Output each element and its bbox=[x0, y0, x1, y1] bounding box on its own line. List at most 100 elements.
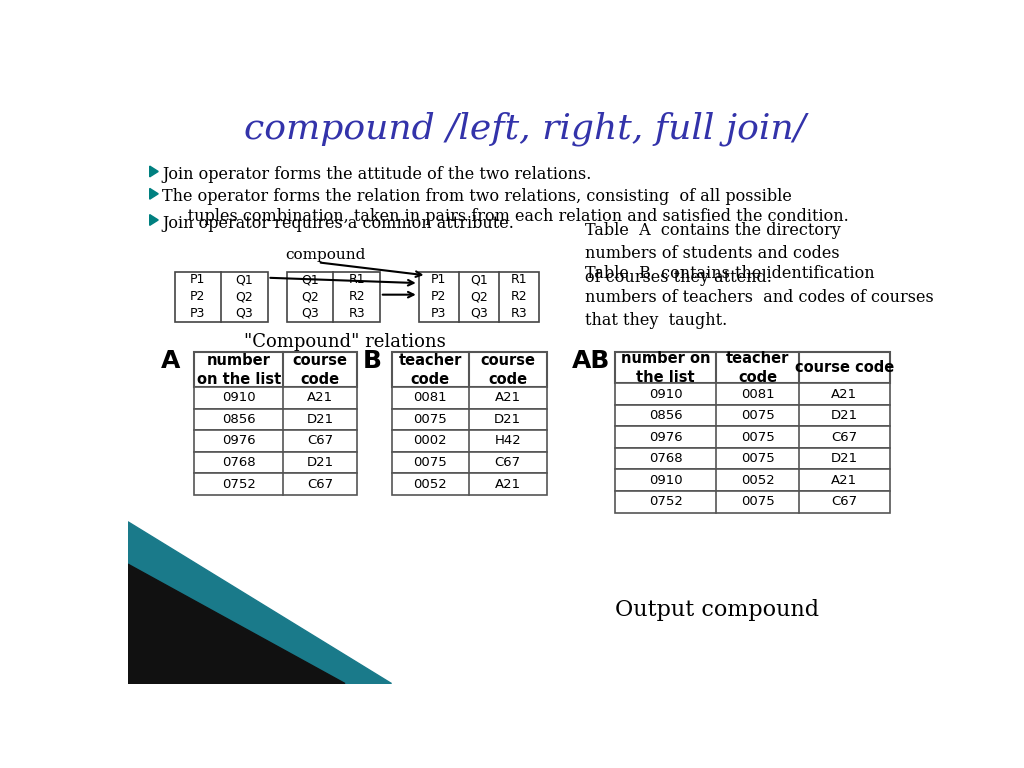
Text: R2: R2 bbox=[510, 290, 527, 303]
Polygon shape bbox=[128, 564, 345, 684]
Text: Q1: Q1 bbox=[236, 273, 253, 286]
Text: P1: P1 bbox=[190, 273, 206, 286]
Text: course
code: course code bbox=[293, 353, 347, 386]
Text: 0052: 0052 bbox=[414, 478, 447, 491]
Bar bbox=[419, 272, 539, 322]
Bar bbox=[614, 426, 890, 448]
Text: Q2: Q2 bbox=[470, 290, 487, 303]
Text: 0075: 0075 bbox=[741, 495, 774, 508]
Text: Q2: Q2 bbox=[301, 290, 319, 303]
Text: teacher
code: teacher code bbox=[398, 353, 462, 386]
Text: Table  A  contains the directory
numbers of students and codes
of courses they a: Table A contains the directory numbers o… bbox=[586, 221, 841, 286]
Text: R3: R3 bbox=[348, 306, 365, 319]
Bar bbox=[391, 452, 547, 473]
Text: P2: P2 bbox=[190, 290, 206, 303]
Text: P2: P2 bbox=[431, 290, 446, 303]
Text: "Compound" relations: "Compound" relations bbox=[245, 333, 446, 351]
Text: Join operator forms the attitude of the two relations.: Join operator forms the attitude of the … bbox=[162, 166, 592, 183]
Text: 0768: 0768 bbox=[222, 456, 255, 469]
Text: 0752: 0752 bbox=[221, 478, 256, 491]
Text: D21: D21 bbox=[306, 413, 334, 426]
Text: compound /left, right, full join/: compound /left, right, full join/ bbox=[244, 111, 806, 146]
Text: 0976: 0976 bbox=[222, 435, 255, 448]
Bar bbox=[194, 387, 356, 409]
Text: P1: P1 bbox=[431, 273, 446, 286]
Text: B: B bbox=[362, 349, 382, 372]
Text: D21: D21 bbox=[830, 452, 858, 465]
Text: 0976: 0976 bbox=[649, 431, 682, 444]
Bar bbox=[614, 353, 890, 383]
Bar bbox=[614, 448, 890, 469]
Text: teacher
code: teacher code bbox=[726, 351, 790, 385]
Text: Join operator requires a common attribute.: Join operator requires a common attribut… bbox=[162, 214, 514, 232]
Text: A: A bbox=[161, 349, 180, 372]
Polygon shape bbox=[150, 214, 159, 225]
Text: 0081: 0081 bbox=[741, 388, 774, 400]
Bar bbox=[194, 430, 356, 452]
Text: 0752: 0752 bbox=[648, 495, 683, 508]
Text: R1: R1 bbox=[348, 273, 365, 286]
Text: C67: C67 bbox=[307, 478, 333, 491]
Text: AB: AB bbox=[572, 349, 610, 372]
Text: Q3: Q3 bbox=[301, 306, 319, 319]
Text: Q3: Q3 bbox=[470, 306, 487, 319]
Text: course code: course code bbox=[795, 360, 894, 376]
Text: Q1: Q1 bbox=[470, 273, 487, 286]
Text: Q1: Q1 bbox=[301, 273, 319, 286]
Text: R1: R1 bbox=[510, 273, 527, 286]
Text: 0075: 0075 bbox=[414, 456, 447, 469]
Bar bbox=[614, 405, 890, 426]
Bar bbox=[194, 353, 356, 387]
Bar bbox=[391, 387, 547, 409]
Text: 0081: 0081 bbox=[414, 392, 447, 404]
Text: 0002: 0002 bbox=[414, 435, 447, 448]
Text: R3: R3 bbox=[510, 306, 527, 319]
Text: D21: D21 bbox=[495, 413, 521, 426]
Bar bbox=[614, 469, 890, 491]
Text: D21: D21 bbox=[306, 456, 334, 469]
Text: D21: D21 bbox=[830, 409, 858, 422]
Text: 0910: 0910 bbox=[649, 474, 682, 487]
Bar bbox=[391, 430, 547, 452]
Bar bbox=[174, 272, 267, 322]
Text: The operator forms the relation from two relations, consisting  of all possible
: The operator forms the relation from two… bbox=[162, 188, 849, 225]
Bar bbox=[287, 272, 380, 322]
Text: 0052: 0052 bbox=[741, 474, 774, 487]
Text: A21: A21 bbox=[831, 474, 857, 487]
Text: C67: C67 bbox=[831, 431, 857, 444]
Text: A21: A21 bbox=[831, 388, 857, 400]
Text: number on
the list: number on the list bbox=[621, 351, 711, 385]
Bar bbox=[614, 491, 890, 512]
Text: 0910: 0910 bbox=[649, 388, 682, 400]
Polygon shape bbox=[150, 166, 159, 177]
Text: 0075: 0075 bbox=[741, 452, 774, 465]
Text: number
on the list: number on the list bbox=[197, 353, 281, 386]
Text: course
code: course code bbox=[480, 353, 536, 386]
Text: C67: C67 bbox=[495, 456, 521, 469]
Text: H42: H42 bbox=[495, 435, 521, 448]
Polygon shape bbox=[150, 188, 159, 199]
Bar bbox=[391, 409, 547, 430]
Text: 0856: 0856 bbox=[222, 413, 255, 426]
Text: Output compound: Output compound bbox=[615, 599, 819, 621]
Text: A21: A21 bbox=[495, 392, 521, 404]
Bar bbox=[391, 473, 547, 495]
Text: C67: C67 bbox=[831, 495, 857, 508]
Text: 0075: 0075 bbox=[741, 431, 774, 444]
Text: Q3: Q3 bbox=[236, 306, 253, 319]
Polygon shape bbox=[128, 521, 391, 684]
Bar bbox=[391, 353, 547, 387]
Text: A21: A21 bbox=[495, 478, 521, 491]
Text: compound: compound bbox=[286, 247, 366, 262]
Text: C67: C67 bbox=[307, 435, 333, 448]
Text: 0075: 0075 bbox=[741, 409, 774, 422]
Text: 0768: 0768 bbox=[649, 452, 682, 465]
Bar bbox=[614, 383, 890, 405]
Text: 0856: 0856 bbox=[649, 409, 682, 422]
Text: Q2: Q2 bbox=[236, 290, 253, 303]
Text: P3: P3 bbox=[190, 306, 206, 319]
Text: A21: A21 bbox=[307, 392, 333, 404]
Text: 0075: 0075 bbox=[414, 413, 447, 426]
Bar bbox=[194, 452, 356, 473]
Text: R2: R2 bbox=[348, 290, 365, 303]
